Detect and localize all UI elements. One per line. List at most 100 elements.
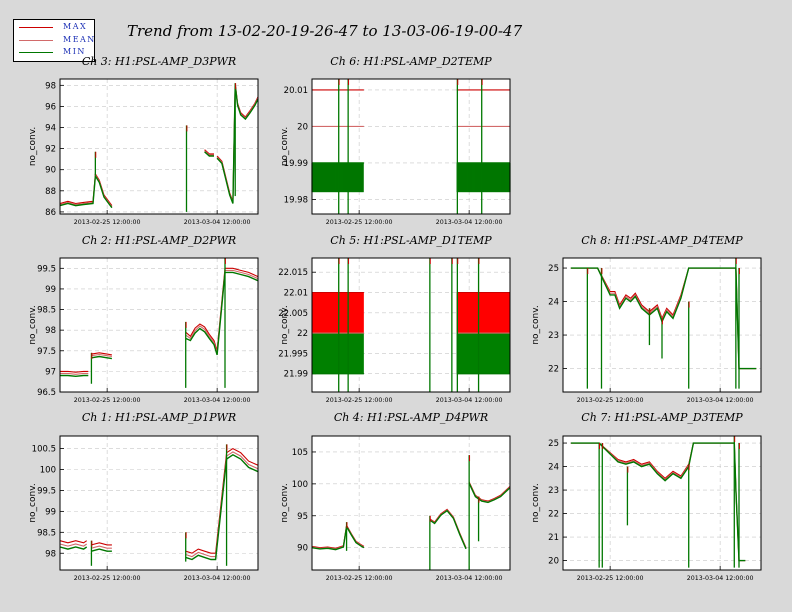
- legend-swatch-mean: [19, 40, 53, 41]
- ch7-ytick-label-1: 21: [548, 533, 559, 543]
- ch7-ylabel: no_conv.: [531, 483, 541, 522]
- ch2-xtick-label-0: 2013-02-25 12:00:00: [74, 397, 141, 404]
- ch2-ytick-label-2: 97.5: [37, 347, 56, 357]
- panel-title-ch4: Ch 4: H1:PSL-AMP_D4PWR: [333, 411, 489, 424]
- ch2-ytick-label-5: 99: [45, 285, 56, 295]
- ch5-ytick-label-1: 98.5: [37, 528, 56, 538]
- plot-ch7: 20 21 22 23 24 25 2013-02-25 12:00:00 2013-03-0…: [531, 435, 762, 582]
- ch0-xtick-label-0: 2013-02-25 12:00:00: [74, 219, 141, 226]
- ch6-ytick-label-2: 100: [292, 480, 308, 490]
- ch5-data: [59, 444, 259, 566]
- panel-title-ch1: Ch 1: H1:PSL-AMP_D1PWR: [81, 411, 237, 424]
- ch7-xtick-label-1: 2013-03-04 12:00:00: [687, 575, 754, 582]
- ch2-frame: [59, 257, 259, 393]
- ch1-ylabel: no_conv.: [280, 127, 290, 166]
- ch6-frame: [311, 435, 511, 571]
- ch0-plot-bg: [60, 79, 258, 214]
- ch1-data: [311, 79, 511, 214]
- ch5-frame: [59, 435, 259, 571]
- ch5-xtick-label-0: 2013-02-25 12:00:00: [74, 575, 141, 582]
- ch3-ylabel: no_conv.: [280, 305, 290, 344]
- ch6-data: [311, 455, 511, 570]
- ch7-ytick-label-3: 23: [548, 486, 559, 496]
- ch2-series-max-0: [60, 370, 89, 373]
- ch5-series-max-1: [91, 542, 112, 546]
- ch7-frame: [562, 435, 762, 571]
- ch4-ytick-label-3: 25: [548, 264, 559, 274]
- ch5-ytick-label-2: 99: [45, 507, 56, 517]
- ch2-data: [60, 258, 259, 388]
- ch4-ylabel: no_conv.: [531, 305, 541, 344]
- ch0-series-min-0: [59, 173, 113, 209]
- plot-ch3: 86 88 90 92 94 96 98 2013-02-25 12:00:00 2013-03…: [28, 78, 259, 226]
- ch5-xtick-label-1: 2013-03-04 12:00:00: [184, 575, 251, 582]
- ch0-series-max-1: [204, 149, 214, 155]
- ch3-band-1-a: [312, 333, 364, 374]
- ch4-xtick-label-0: 2013-02-25 12:00:00: [577, 397, 644, 404]
- ch7-plot-bg: [563, 436, 761, 570]
- ch5-series-min-1: [91, 548, 112, 552]
- ch3-ytick-label-0: 21.99: [284, 370, 308, 380]
- ch0-ytick-label-2: 90: [45, 166, 56, 176]
- panel-title-ch6: Ch 6: H1:PSL-AMP_D2TEMP: [330, 55, 492, 68]
- ch4-frame: [562, 257, 762, 393]
- page-title: Trend from 13-02-20-19-26-47 to 13-03-06…: [127, 22, 523, 40]
- ch5-ylabel: no_conv.: [28, 483, 38, 522]
- plot-ch8: 22 23 24 25 2013-02-25 12:00:00 2013-03-04 12…: [531, 257, 762, 404]
- legend-item-max: MAX: [19, 22, 95, 33]
- ch2-series-min-0: [60, 374, 89, 378]
- ch1-xtick-label-1: 2013-03-04 12:00:00: [436, 219, 503, 226]
- ch0-data: [59, 83, 259, 212]
- ch3-band-1-b: [456, 333, 510, 374]
- ch0-ytick-label-4: 94: [45, 124, 56, 134]
- ch0-ytick-label-3: 92: [45, 145, 56, 155]
- ch4-ytick-label-2: 24: [548, 298, 559, 308]
- ch2-series-mean-0: [60, 372, 89, 375]
- legend-label-max: MAX: [63, 22, 88, 31]
- ch3-band-0-b: [456, 292, 510, 334]
- ch2-series-max-2: [185, 267, 259, 351]
- plot-ch6: 19.98 19.99 20 20.01 2013-02-25 12:00:00 2013…: [280, 78, 511, 226]
- ch7-ytick-label-4: 24: [548, 463, 559, 473]
- ch3-xtick-label-0: 2013-02-25 12:00:00: [326, 397, 393, 404]
- legend-item-mean: MEAN: [19, 35, 95, 46]
- ch2-xtick-label-1: 2013-03-04 12:00:00: [184, 397, 251, 404]
- ch6-plot-bg: [312, 436, 510, 570]
- panel-title-ch2: Ch 2: H1:PSL-AMP_D2PWR: [81, 234, 237, 247]
- ch5-series-min-2: [185, 453, 259, 561]
- ch0-ytick-label-6: 98: [45, 81, 56, 91]
- ch6-series-min-2: [468, 482, 511, 504]
- ch7-xtick-label-0: 2013-02-25 12:00:00: [577, 575, 644, 582]
- ch3-ytick-label-3: 22.005: [278, 309, 308, 319]
- ch4-xtick-label-1: 2013-03-04 12:00:00: [687, 397, 754, 404]
- legend-swatch-max: [19, 27, 53, 28]
- ch7-data: [570, 436, 746, 568]
- ch1-ytick-label-3: 20.01: [284, 86, 308, 96]
- ch3-band-0-a: [312, 292, 364, 334]
- legend-item-min: MIN: [19, 47, 95, 58]
- ch7-ytick-label-5: 25: [548, 439, 559, 449]
- ch0-series-min-2: [216, 85, 259, 204]
- ch2-ytick-label-4: 98.5: [37, 306, 56, 316]
- ch2-ytick-label-6: 99.5: [37, 264, 56, 274]
- ch0-frame: [59, 78, 259, 215]
- ch6-series-min-0: [311, 524, 365, 551]
- ch2-series-mean-2: [185, 269, 259, 353]
- ch1-xtick-label-0: 2013-02-25 12:00:00: [326, 219, 393, 226]
- ch6-ylabel: no_conv.: [280, 483, 290, 522]
- ch2-series-max-1: [91, 352, 112, 356]
- ch5-series-mean-1: [91, 545, 112, 549]
- ch5-series-mean-0: [59, 543, 88, 547]
- plot-ch4: 90 95 100 105 2013-02-25 12:00:00 2013-03-04 …: [280, 435, 511, 582]
- ch2-ytick-label-1: 97: [45, 367, 56, 377]
- ch5-plot-bg: [60, 436, 258, 570]
- ch3-ytick-label-2: 22: [297, 329, 308, 339]
- panel-title-ch5: Ch 5: H1:PSL-AMP_D1TEMP: [330, 234, 492, 247]
- ch2-ytick-label-0: 96.5: [37, 388, 56, 398]
- ch3-ytick-label-4: 22.01: [284, 289, 308, 299]
- ch6-xtick-label-0: 2013-02-25 12:00:00: [326, 575, 393, 582]
- ch2-ylabel: no_conv.: [28, 305, 38, 344]
- ch0-xtick-label-1: 2013-03-04 12:00:00: [184, 219, 251, 226]
- panel-title-ch3: Ch 3: H1:PSL-AMP_D3PWR: [81, 55, 237, 68]
- panel-title-ch7: Ch 7: H1:PSL-AMP_D3TEMP: [581, 411, 743, 424]
